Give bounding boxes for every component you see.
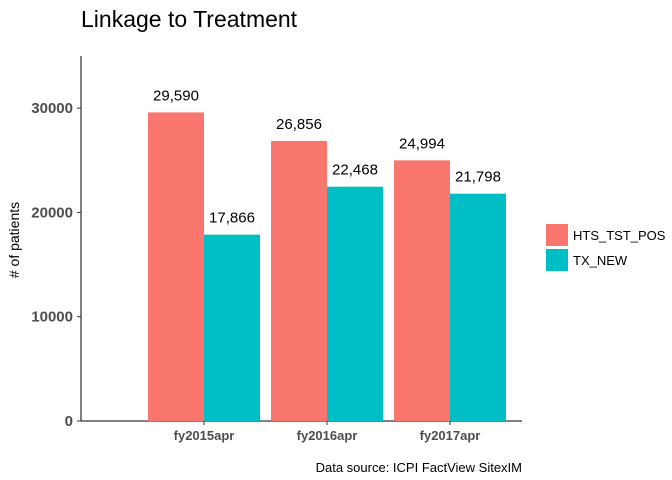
data-label: 29,590 [153,87,199,104]
y-tick-label: 10000 [31,309,73,326]
bar [204,234,260,421]
y-tick-label: 30000 [31,100,73,117]
bar [271,140,327,421]
legend-label: TX_NEW [573,253,628,268]
plot-area: 0 10000 20000 30000 29,590 17,866 fy2015apr 26,… [31,56,522,443]
data-label: 17,866 [209,210,255,227]
x-tick-label: fy2017apr [420,428,481,443]
x-tick-label: fy2016apr [297,428,358,443]
caption: Data source: ICPI FactView SitexIM [316,460,522,475]
data-label: 24,994 [399,135,445,152]
y-tick-label: 20000 [31,204,73,221]
data-label: 21,798 [455,169,501,186]
chart-title: Linkage to Treatment [81,6,298,32]
legend-label: HTS_TST_POS [573,228,666,243]
data-label: 26,856 [276,116,322,133]
y-tick-label: 0 [65,413,73,430]
y-axis-label: # of patients [6,202,22,278]
bar [148,112,204,421]
bar [327,186,383,421]
legend-swatch [546,224,568,246]
data-label: 22,468 [332,162,378,179]
bar [450,193,506,421]
bar [394,160,450,422]
legend: HTS_TST_POS TX_NEW [546,224,666,271]
legend-swatch [546,249,568,271]
x-tick-label: fy2015apr [174,428,235,443]
